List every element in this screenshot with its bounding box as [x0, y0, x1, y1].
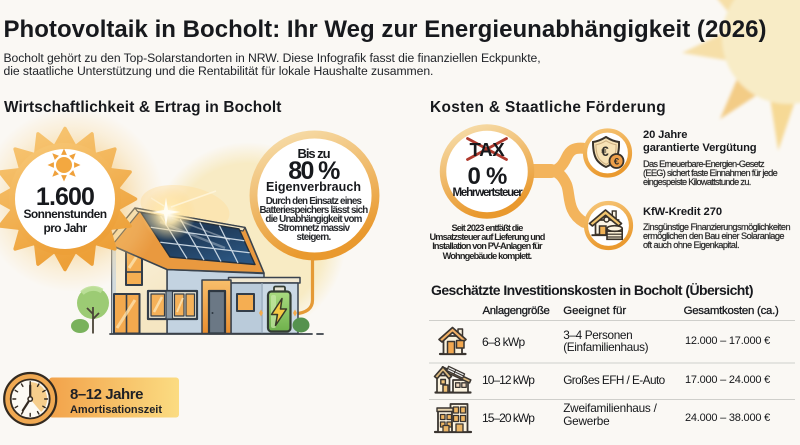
svg-text:€: €: [601, 144, 609, 159]
svg-text:€: €: [614, 157, 620, 168]
